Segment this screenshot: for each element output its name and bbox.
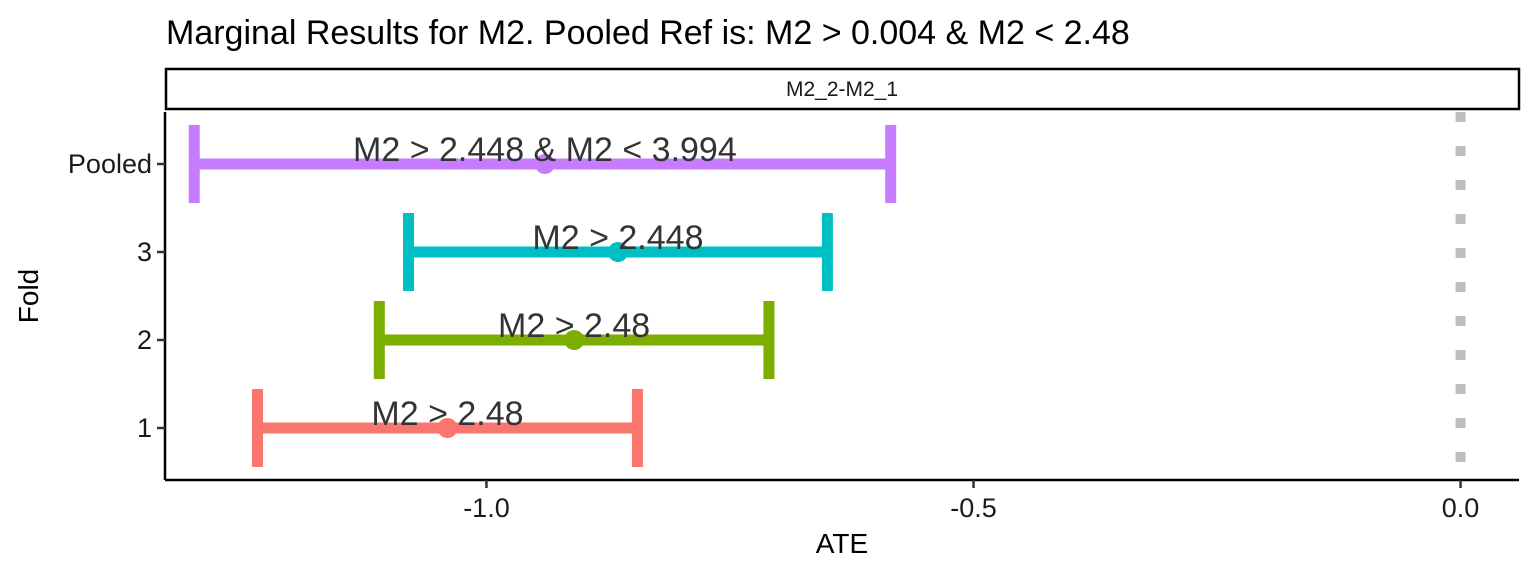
y-tick-label-2: 2	[137, 325, 152, 355]
facet-strip-box	[164, 67, 1521, 111]
fold-1-group: M2 > 2.48	[252, 389, 643, 467]
x-tick-label-0: -1.0	[463, 493, 510, 523]
fold-pooled-estimate-point	[534, 154, 555, 174]
y-tick-label-1: 1	[137, 413, 152, 443]
y-axis-title: Fold	[13, 269, 44, 323]
fold-1-estimate-point	[437, 418, 458, 438]
fold-2-annotation: M2 > 2.48	[498, 307, 650, 345]
fold-2-estimate-point	[564, 330, 585, 350]
facet-strip: M2_2-M2_1	[164, 67, 1521, 111]
facet-strip-label: M2_2-M2_1	[786, 78, 898, 101]
plot-panel	[163, 112, 1519, 482]
fold-3-group: M2 > 2.448	[403, 213, 833, 291]
fold-1-annotation: M2 > 2.48	[371, 395, 523, 433]
fold-pooled-annotation: M2 > 2.448 & M2 < 3.994	[353, 131, 737, 169]
chart-title: Marginal Results for M2. Pooled Ref is: …	[166, 14, 1130, 52]
y-tick-label-3: 3	[137, 237, 152, 267]
fold-3-annotation: M2 > 2.448	[532, 219, 703, 257]
x-axis-title: ATE	[816, 528, 868, 559]
fold-2-group: M2 > 2.48	[373, 301, 775, 379]
fold-3-estimate-point	[607, 242, 628, 262]
x-tick-label-1: -0.5	[950, 493, 997, 523]
y-tick-label-pooled: Pooled	[68, 149, 152, 179]
fold-pooled-group: M2 > 2.448 & M2 < 3.994	[188, 125, 897, 203]
x-tick-label-2: 0.0	[1442, 493, 1480, 523]
